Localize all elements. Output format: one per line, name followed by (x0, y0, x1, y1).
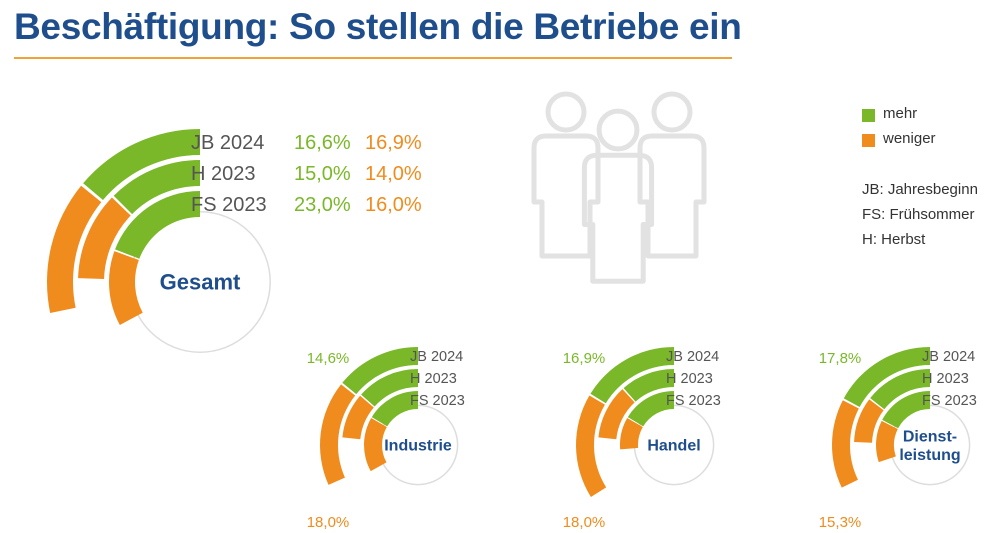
bar-mehr-h-2023 (361, 369, 418, 407)
bar-weniger-jb-2024 (576, 395, 607, 497)
ring-label: FS 2023 (410, 393, 465, 409)
bar-mehr-h-2023 (870, 369, 930, 410)
bar-mehr-fs-2023 (627, 391, 674, 427)
ring-label: H 2023 (922, 371, 969, 387)
center-label: leistung (899, 447, 960, 464)
bar-mehr-fs-2023 (371, 391, 418, 427)
value-label-mehr: 23,0% (294, 194, 351, 216)
ring-label: JB 2024 (410, 349, 463, 365)
legend-label-weniger: weniger (883, 130, 936, 147)
ring-label: FS 2023 (666, 393, 721, 409)
bar-weniger-h-2023 (78, 197, 131, 279)
bar-weniger-jb-2024 (832, 400, 859, 488)
ring-label: FS 2023 (191, 194, 267, 216)
abbreviation-fs: FS: Frühsommer (862, 206, 975, 223)
bar-weniger-fs-2023 (875, 420, 898, 463)
center-label: Industrie (384, 438, 452, 455)
outer-value-weniger: 18,0% (307, 514, 350, 531)
value-label-weniger: 16,9% (365, 132, 422, 154)
ring-label: H 2023 (191, 163, 256, 185)
bar-weniger-h-2023 (854, 399, 884, 443)
ring-label: JB 2024 (191, 132, 264, 154)
bar-mehr-fs-2023 (115, 191, 200, 259)
ring-label: JB 2024 (666, 349, 719, 365)
bar-mehr-fs-2023 (882, 391, 930, 429)
bar-weniger-jb-2024 (46, 185, 102, 314)
bar-weniger-fs-2023 (364, 418, 387, 472)
bar-mehr-jb-2024 (843, 347, 930, 407)
bar-weniger-fs-2023 (620, 418, 643, 450)
outer-value-mehr: 17,8% (819, 350, 862, 367)
bar-weniger-fs-2023 (109, 251, 143, 326)
ring-label: H 2023 (666, 371, 713, 387)
people-group-icon (531, 91, 707, 284)
chart-industrie: JB 2024 H 2023 FS 2023 14,6% 18,0% Industrie (307, 347, 465, 531)
ring-label: FS 2023 (922, 393, 977, 409)
center-label: Gesamt (160, 270, 241, 295)
ring-label: JB 2024 (922, 349, 975, 365)
chart-dienstleistung: JB 2024 H 2023 FS 2023 17,8% 15,3% Dienst-lei… (819, 347, 977, 531)
bar-mehr-jb-2024 (83, 129, 200, 201)
bar-mehr-h-2023 (623, 369, 674, 402)
bar-mehr-jb-2024 (590, 347, 674, 404)
bar-weniger-h-2023 (598, 389, 635, 440)
page-title: Beschäftigung: So stellen die Betriebe e… (14, 6, 742, 47)
title-underline (14, 57, 732, 59)
chart-handel: JB 2024 H 2023 FS 2023 16,9% 18,0% Handel (563, 347, 721, 531)
value-label-weniger: 16,0% (365, 194, 422, 216)
outer-value-mehr: 16,9% (563, 350, 606, 367)
center-label: Dienst- (903, 428, 957, 445)
bar-weniger-h-2023 (342, 395, 374, 440)
bar-mehr-h-2023 (113, 160, 200, 215)
outer-value-weniger: 18,0% (563, 514, 606, 531)
bar-mehr-jb-2024 (342, 347, 418, 395)
abbreviation-h: H: Herbst (862, 231, 926, 248)
chart-gesamt: JB 2024 16,6% 16,9% H 2023 15,0% 14,0% FS 2023… (46, 129, 422, 353)
legend-label-mehr: mehr (883, 105, 918, 122)
value-label-mehr: 15,0% (294, 163, 351, 185)
bar-weniger-jb-2024 (319, 384, 356, 485)
ring-label: H 2023 (410, 371, 457, 387)
outer-value-weniger: 15,3% (819, 514, 862, 531)
legend-swatch-mehr (862, 109, 875, 122)
value-label-weniger: 14,0% (365, 163, 422, 185)
center-label: Handel (647, 438, 700, 455)
legend-swatch-weniger (862, 134, 875, 147)
value-label-mehr: 16,6% (294, 132, 351, 154)
outer-value-mehr: 14,6% (307, 350, 350, 367)
abbreviation-jb: JB: Jahresbeginn (862, 181, 978, 198)
